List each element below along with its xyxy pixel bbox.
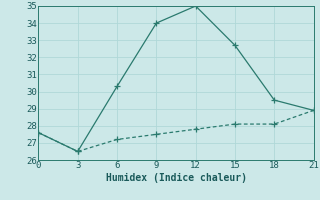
X-axis label: Humidex (Indice chaleur): Humidex (Indice chaleur) <box>106 173 246 183</box>
